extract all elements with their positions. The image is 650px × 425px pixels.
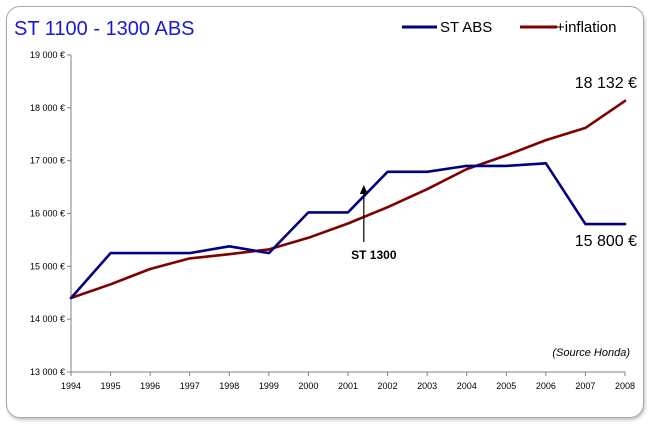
y-tick-label: 13 000 € (30, 367, 65, 377)
x-tick-label: 2001 (338, 381, 358, 391)
legend-label-st-abs: ST ABS (440, 19, 492, 36)
end-label-inflation: 18 132 € (575, 75, 637, 92)
series-layer (69, 99, 627, 300)
axes: 13 000 € 14 000 € 15 000 € 16 000 € 17 000 €… (30, 50, 635, 391)
x-tick-label: 2005 (496, 381, 516, 391)
end-label-st-abs: 15 800 € (575, 233, 637, 250)
source-note: (Source Honda) (552, 347, 630, 359)
y-tick-label: 14 000 € (30, 314, 65, 324)
x-tick-label: 2004 (457, 381, 477, 391)
x-tick-label: 1996 (140, 381, 160, 391)
x-tick-label: 2002 (378, 381, 398, 391)
x-tick-label: 2003 (417, 381, 437, 391)
y-tick-label: 19 000 € (30, 50, 65, 60)
x-tick-label: 2000 (298, 381, 318, 391)
series-line-inflation (69, 99, 627, 300)
x-tick-label: 2006 (536, 381, 556, 391)
x-tick-label: 1995 (101, 381, 121, 391)
y-tick-label: 15 000 € (30, 261, 65, 271)
annotation-arrow-head (359, 184, 368, 194)
x-tick-label: 1997 (180, 381, 200, 391)
annotation-label: ST 1300 (351, 248, 397, 262)
legend-label-inflation: +inflation (556, 19, 616, 36)
series-line-st-abs (69, 162, 627, 300)
annotation-st1300: ST 1300 (351, 184, 397, 262)
x-tick-label: 2008 (615, 381, 635, 391)
x-tick-label: 1999 (259, 381, 279, 391)
x-tick-label: 1994 (61, 381, 81, 391)
chart-title: ST 1100 - 1300 ABS (14, 18, 195, 40)
x-tick-label: 1998 (219, 381, 239, 391)
x-tick-label: 2007 (575, 381, 595, 391)
legend: ST ABS +inflation (402, 19, 616, 36)
y-tick-label: 16 000 € (30, 209, 65, 219)
y-tick-label: 17 000 € (30, 156, 65, 166)
y-tick-label: 18 000 € (30, 103, 65, 113)
